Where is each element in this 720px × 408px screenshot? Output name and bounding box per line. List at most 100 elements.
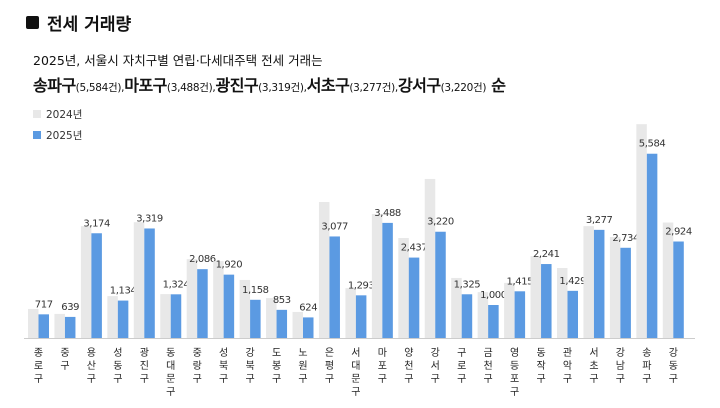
highlight-count: (3,220건) xyxy=(440,82,487,94)
bar-2025년 xyxy=(514,291,526,338)
bar-2025년 xyxy=(488,305,499,338)
category-label: 구 xyxy=(484,374,493,385)
square-bullet-icon xyxy=(26,16,39,29)
category-label: 서 xyxy=(431,360,440,372)
header-title: 전세 거래량 xyxy=(47,15,132,35)
bar-2025년 xyxy=(91,233,102,338)
category-label: 동 xyxy=(166,347,175,359)
category-label: 관 xyxy=(563,347,572,359)
data-label: 853 xyxy=(273,295,291,306)
category-label: 작 xyxy=(536,360,545,372)
category-label: 구 xyxy=(378,374,387,385)
bar-2025년 xyxy=(541,264,552,338)
bar-2024년 xyxy=(557,268,568,338)
bar-2025년 xyxy=(117,300,129,338)
highlight-district: 마포구 xyxy=(124,76,167,95)
category-label: 초 xyxy=(589,360,598,372)
category-label: 강 xyxy=(669,347,678,359)
data-label: 5,584 xyxy=(639,139,666,150)
category-label: 구 xyxy=(616,374,625,385)
data-label: 639 xyxy=(61,302,79,313)
data-label: 2,437 xyxy=(401,243,428,254)
bar-2024년 xyxy=(318,202,330,338)
bar-2024년 xyxy=(186,259,198,338)
category-label: 구 xyxy=(351,387,360,398)
bar-2024년 xyxy=(239,279,251,338)
category-label: 강 xyxy=(245,347,254,359)
data-label: 1,324 xyxy=(163,279,190,290)
bar-2024년 xyxy=(345,288,356,338)
bar-2025년 xyxy=(223,274,235,338)
category-label: 문 xyxy=(166,373,175,385)
category-label: 마 xyxy=(378,347,387,359)
category-label: 천 xyxy=(404,360,413,372)
category-label: 은 xyxy=(325,347,334,359)
bar-2025년 xyxy=(620,247,631,338)
bar-2024년 xyxy=(609,237,621,338)
data-label: 1,134 xyxy=(110,286,137,297)
category-label: 진 xyxy=(140,360,149,372)
bar-2025년 xyxy=(303,317,314,338)
data-label: 1,293 xyxy=(348,280,375,291)
highlight-district: 강서구 xyxy=(397,76,441,95)
highlight-district: 서초구 xyxy=(306,76,350,95)
category-label: 구 xyxy=(245,374,254,385)
bar-2024년 xyxy=(398,238,409,338)
category-label: 로 xyxy=(34,361,43,372)
category-label: 구 xyxy=(60,361,69,372)
category-label: 강 xyxy=(431,347,440,359)
data-label: 2,241 xyxy=(533,249,560,260)
data-label: 3,319 xyxy=(136,213,163,224)
category-label: 구 xyxy=(219,374,228,385)
bar-2025년 xyxy=(673,241,684,338)
bar-2024년 xyxy=(451,277,462,338)
category-label: 구 xyxy=(325,374,334,385)
category-label: 구 xyxy=(87,374,96,385)
category-label: 천 xyxy=(484,360,493,372)
section-header: 전세 거래량 xyxy=(26,10,131,35)
category-label: 구 xyxy=(140,374,149,385)
category-label: 구 xyxy=(669,374,678,385)
category-label: 중 xyxy=(193,347,202,359)
data-label: 1,158 xyxy=(242,285,269,296)
bar-2024년 xyxy=(371,213,383,338)
category-label: 봉 xyxy=(272,360,281,372)
bar-2024년 xyxy=(28,308,39,338)
category-label: 원 xyxy=(298,360,307,372)
data-label: 1,920 xyxy=(216,260,243,271)
category-label: 양 xyxy=(404,347,413,359)
data-label: 2,924 xyxy=(665,227,692,238)
category-label: 등 xyxy=(510,360,519,372)
category-label: 종 xyxy=(34,347,43,359)
category-label: 구 xyxy=(589,374,598,385)
category-label: 서 xyxy=(589,347,598,359)
bar-2024년 xyxy=(583,226,594,338)
category-label: 성 xyxy=(219,347,228,359)
category-label: 로 xyxy=(457,361,466,372)
category-label: 동 xyxy=(536,347,545,359)
highlight-line: 송파구(5,584건),마포구(3,488건),광진구(3,319건),서초구(… xyxy=(33,72,506,96)
data-label: 2,086 xyxy=(189,254,216,265)
bar-2025년 xyxy=(170,294,182,338)
category-label: 서 xyxy=(351,347,360,359)
data-label: 1,415 xyxy=(507,276,534,287)
bar-2025년 xyxy=(144,228,155,338)
category-label: 구 xyxy=(113,374,122,385)
data-label: 3,277 xyxy=(586,215,613,226)
bar-2025년 xyxy=(38,314,49,338)
bar-2025년 xyxy=(329,236,340,338)
bar-2025년 xyxy=(355,295,367,338)
bar-2024년 xyxy=(424,178,436,338)
bar-2025년 xyxy=(382,222,393,338)
bar-2024년 xyxy=(107,296,118,338)
highlight-count: (3,488건), xyxy=(166,82,216,94)
category-label: 구 xyxy=(642,374,651,385)
bar-2025년 xyxy=(646,153,658,338)
data-label: 717 xyxy=(35,299,53,310)
category-label: 대 xyxy=(351,360,360,372)
highlight-district: 광진구 xyxy=(215,76,259,95)
category-label: 구 xyxy=(457,374,466,385)
category-label: 북 xyxy=(219,360,228,372)
category-label: 구 xyxy=(34,374,43,385)
category-label: 남 xyxy=(616,360,625,372)
